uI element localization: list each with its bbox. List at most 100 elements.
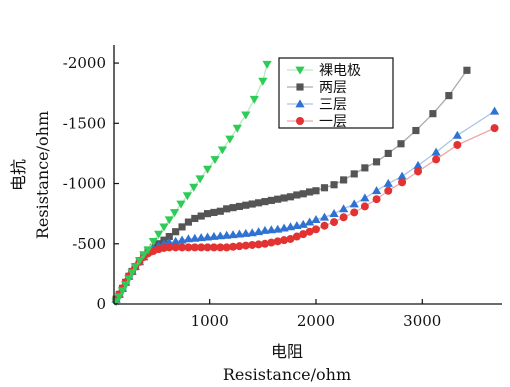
data-point <box>225 135 235 144</box>
data-point <box>260 225 270 234</box>
y-axis-title-en: Resistance/ohm <box>33 111 52 239</box>
y-axis-title-cn: 电抗 <box>9 159 28 191</box>
data-point <box>280 236 289 245</box>
data-point <box>232 124 242 133</box>
data-point <box>248 200 256 208</box>
data-point <box>311 215 321 224</box>
data-point <box>306 188 314 196</box>
y-tick-label: -500 <box>72 235 106 253</box>
data-point <box>182 192 192 201</box>
data-point <box>183 234 194 243</box>
data-point <box>372 158 381 166</box>
legend-label: 两层 <box>319 80 347 96</box>
legend-item: 一层 <box>287 114 347 130</box>
data-point <box>143 246 153 255</box>
legend-label: 一层 <box>319 114 347 130</box>
data-point <box>241 228 251 237</box>
data-point <box>274 195 282 203</box>
data-point <box>241 111 251 120</box>
data-point <box>298 219 308 228</box>
data-point <box>453 140 462 149</box>
data-point <box>222 230 232 239</box>
data-point <box>197 212 205 220</box>
data-point <box>217 146 228 155</box>
data-point <box>190 233 200 242</box>
data-point <box>463 66 471 74</box>
data-point <box>117 287 128 296</box>
data-point <box>398 178 407 187</box>
legend-item: 两层 <box>287 80 347 96</box>
data-point <box>121 281 131 290</box>
data-point <box>114 293 124 302</box>
data-point <box>299 190 307 198</box>
data-point <box>234 229 245 238</box>
data-point <box>452 130 462 139</box>
data-point <box>340 176 348 184</box>
data-point <box>320 184 329 192</box>
data-point <box>261 198 269 206</box>
x-tick-label: 2000 <box>297 312 335 330</box>
x-axis-title-cn: 电阻 <box>271 342 303 361</box>
legend-item: 裸电极 <box>287 63 361 79</box>
data-point <box>293 191 301 199</box>
series-triangle-up <box>111 106 500 303</box>
data-point <box>178 223 186 231</box>
data-point <box>360 202 369 211</box>
data-point <box>445 92 453 100</box>
data-point <box>372 195 381 204</box>
data-point <box>350 170 358 178</box>
data-point <box>429 110 437 118</box>
legend-marker <box>296 83 304 91</box>
y-tick-label: -2000 <box>63 54 106 72</box>
data-point <box>248 240 257 249</box>
data-point <box>165 232 173 241</box>
data-point <box>280 194 288 202</box>
data-point <box>292 232 301 241</box>
data-point <box>383 178 393 187</box>
data-point <box>338 204 349 213</box>
data-point <box>262 60 272 69</box>
legend-marker <box>295 99 305 108</box>
data-point <box>195 175 205 184</box>
data-point <box>299 230 308 239</box>
data-point <box>134 257 145 266</box>
data-point <box>169 209 180 218</box>
data-point <box>397 140 405 148</box>
data-point <box>242 201 250 209</box>
data-point <box>164 216 174 225</box>
data-point <box>210 208 218 217</box>
y-tick-label: 0 <box>96 295 106 313</box>
data-point <box>235 202 244 210</box>
data-point <box>330 181 338 189</box>
data-point <box>360 193 370 202</box>
data-point <box>320 221 329 230</box>
series-triangle-down <box>111 60 272 307</box>
data-point <box>254 199 263 207</box>
data-point <box>330 218 339 227</box>
data-point <box>412 126 420 135</box>
data-point <box>229 242 238 251</box>
data-point <box>311 225 320 234</box>
data-point <box>197 243 206 252</box>
data-point <box>286 234 295 243</box>
legend-marker <box>295 66 305 75</box>
data-point <box>165 243 174 252</box>
data-point <box>139 251 149 260</box>
data-point <box>489 106 500 115</box>
data-point <box>210 156 220 165</box>
data-point <box>267 196 275 204</box>
legend-item: 三层 <box>287 97 347 113</box>
data-point <box>216 207 224 215</box>
data-point <box>304 217 315 226</box>
data-point <box>222 243 231 252</box>
data-point <box>215 231 225 240</box>
data-point <box>258 77 268 86</box>
data-point <box>384 149 392 157</box>
data-point <box>189 183 199 192</box>
axes-layer <box>113 45 502 305</box>
data-point <box>432 155 441 164</box>
data-point <box>228 230 238 239</box>
data-point <box>171 243 180 252</box>
data-point <box>273 237 282 246</box>
